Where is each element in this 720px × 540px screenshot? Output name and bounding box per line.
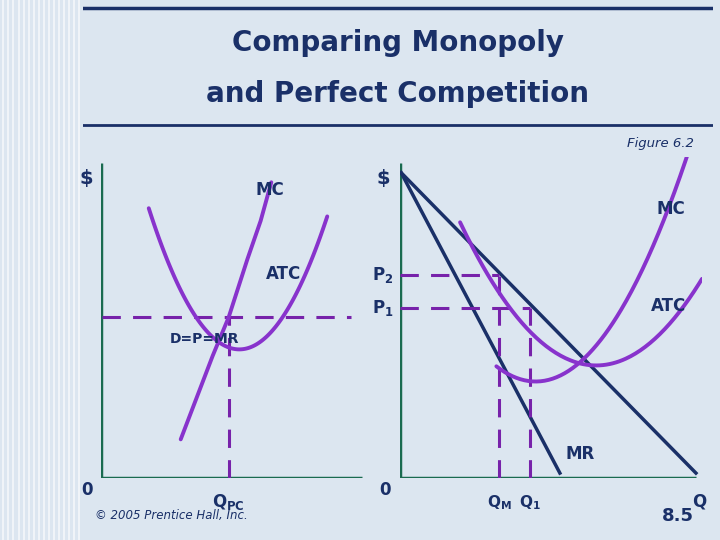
Text: 0: 0	[81, 481, 93, 499]
Text: MC: MC	[256, 181, 284, 199]
Text: $: $	[79, 170, 93, 188]
Text: Comparing Monopoly: Comparing Monopoly	[232, 29, 564, 57]
Text: $: $	[377, 170, 390, 188]
Text: $\mathbf{Q_M}$: $\mathbf{Q_M}$	[487, 493, 512, 511]
Text: and Perfect Competition: and Perfect Competition	[207, 80, 589, 108]
Text: ATC: ATC	[651, 297, 686, 315]
Text: D=P=MR: D=P=MR	[170, 332, 240, 346]
Text: © 2005 Prentice Hall, Inc.: © 2005 Prentice Hall, Inc.	[95, 509, 248, 522]
Text: $\mathbf{P_2}$: $\mathbf{P_2}$	[372, 266, 394, 286]
Text: MR: MR	[566, 444, 595, 463]
Text: Q: Q	[692, 493, 706, 511]
Text: 0: 0	[379, 481, 390, 499]
Text: MC: MC	[657, 200, 685, 219]
Text: Figure 6.2: Figure 6.2	[627, 137, 694, 150]
Text: 8.5: 8.5	[662, 507, 694, 525]
Text: $\mathbf{Q_1}$: $\mathbf{Q_1}$	[518, 493, 541, 511]
Text: $\mathbf{Q_{PC}}$: $\mathbf{Q_{PC}}$	[212, 492, 245, 512]
Text: ATC: ATC	[266, 265, 301, 283]
Text: $\mathbf{P_1}$: $\mathbf{P_1}$	[372, 298, 394, 318]
